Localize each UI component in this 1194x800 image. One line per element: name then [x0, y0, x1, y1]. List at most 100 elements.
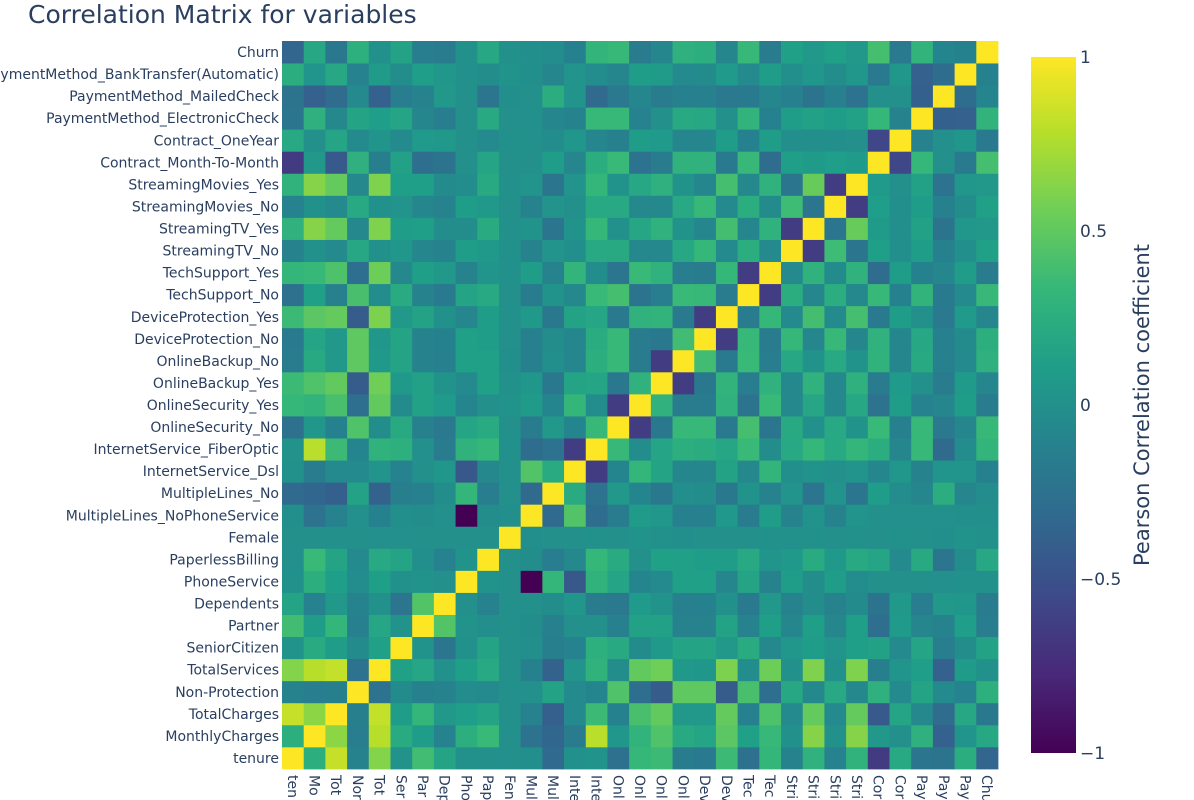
heatmap-cell: [737, 636, 760, 660]
heatmap-cell: [802, 416, 825, 439]
heatmap-cell: [781, 261, 804, 285]
x-tick-label: Pay: [956, 775, 972, 800]
heatmap-cell: [650, 658, 673, 682]
heatmap-cell: [867, 129, 890, 152]
heatmap-cell: [433, 349, 456, 373]
heatmap-cell: [932, 371, 956, 395]
heatmap-cell: [715, 482, 739, 505]
heatmap-cell: [694, 393, 717, 417]
heatmap-cell: [325, 724, 348, 748]
heatmap-cell: [564, 107, 587, 130]
heatmap-cell: [390, 283, 413, 307]
heatmap-cell: [542, 658, 565, 682]
heatmap-cell: [781, 680, 804, 704]
x-tick-label: Mo: [306, 775, 322, 796]
heatmap-cell: [759, 63, 782, 86]
heatmap-cell: [911, 107, 934, 130]
heatmap-cell: [650, 416, 673, 439]
heatmap-cell: [629, 680, 652, 704]
heatmap-cell: [498, 349, 522, 373]
heatmap-cell: [325, 548, 348, 571]
heatmap-cell: [542, 283, 565, 307]
heatmap-cell: [672, 41, 695, 64]
heatmap-cell: [911, 614, 934, 638]
heatmap-cell: [976, 151, 999, 174]
heatmap-cell: [802, 724, 825, 748]
x-tick-label: Tec: [739, 774, 755, 797]
heatmap-cell: [976, 592, 999, 615]
heatmap-cell: [911, 724, 934, 748]
heatmap-cell: [390, 173, 413, 196]
heatmap-cell: [347, 283, 370, 307]
heatmap-cell: [911, 151, 934, 174]
heatmap-cell: [889, 636, 912, 660]
heatmap-cell: [455, 239, 478, 263]
colorbar-tick-label: −1: [1080, 744, 1105, 764]
heatmap-cell: [672, 482, 695, 505]
heatmap-cell: [282, 85, 305, 108]
heatmap-cell: [368, 349, 391, 373]
heatmap-cell: [520, 724, 543, 748]
heatmap-cell: [282, 702, 305, 726]
heatmap-cell: [889, 504, 912, 527]
heatmap-cell: [737, 702, 760, 726]
heatmap-cell: [802, 548, 825, 571]
heatmap-cell: [477, 592, 500, 615]
heatmap-cell: [303, 570, 326, 593]
heatmap-cell: [564, 173, 587, 196]
heatmap-cell: [585, 460, 608, 483]
heatmap-cell: [477, 504, 500, 527]
heatmap-cell: [564, 261, 587, 285]
heatmap-cell: [564, 283, 587, 307]
colorbar-title: Pearson Correlation coefficient: [1130, 244, 1154, 566]
heatmap-cell: [607, 614, 630, 638]
heatmap-cell: [303, 327, 326, 351]
heatmap-cell: [824, 129, 847, 152]
heatmap-cell: [889, 724, 912, 748]
heatmap-cell: [715, 129, 739, 152]
heatmap-cell: [846, 482, 869, 505]
y-tick-label: OnlineBackup_No: [156, 354, 279, 370]
heatmap-cell: [347, 173, 370, 196]
heatmap-cell: [629, 416, 652, 439]
x-tick-label: Stri: [783, 775, 799, 799]
heatmap-cell: [629, 702, 652, 726]
heatmap-cell: [585, 438, 608, 461]
heatmap-cell: [694, 504, 717, 527]
heatmap-cell: [433, 283, 456, 307]
heatmap-cell: [932, 41, 956, 64]
heatmap-cell: [715, 724, 739, 748]
heatmap-cell: [303, 41, 326, 64]
heatmap-cell: [520, 217, 543, 240]
heatmap-cell: [282, 349, 305, 373]
x-tick-label: Onl: [653, 775, 669, 799]
heatmap-cell: [846, 107, 869, 130]
heatmap-cell: [282, 107, 305, 130]
heatmap-cell: [846, 504, 869, 527]
heatmap-cell: [368, 239, 391, 263]
heatmap-cell: [585, 41, 608, 64]
heatmap-cell: [802, 592, 825, 615]
heatmap-cell: [867, 746, 890, 770]
y-tick-label: OnlineSecurity_Yes: [147, 398, 279, 414]
heatmap-cell: [498, 151, 522, 174]
heatmap-cell: [932, 195, 956, 218]
heatmap-cell: [715, 85, 739, 108]
heatmap-cell: [498, 570, 522, 593]
heatmap-cell: [650, 482, 673, 505]
heatmap-cell: [932, 680, 956, 704]
heatmap-cell: [368, 173, 391, 196]
heatmap-cell: [520, 327, 543, 351]
heatmap-cell: [867, 570, 890, 593]
heatmap-cell: [846, 416, 869, 439]
heatmap-cell: [282, 327, 305, 351]
heatmap-cell: [976, 85, 999, 108]
heatmap-cell: [715, 151, 739, 174]
heatmap-cell: [347, 636, 370, 660]
heatmap-cell: [781, 195, 804, 218]
heatmap-cell: [715, 107, 739, 130]
heatmap-cell: [976, 129, 999, 152]
heatmap-cell: [650, 173, 673, 196]
heatmap-cell: [347, 239, 370, 263]
heatmap-cell: [542, 305, 565, 329]
